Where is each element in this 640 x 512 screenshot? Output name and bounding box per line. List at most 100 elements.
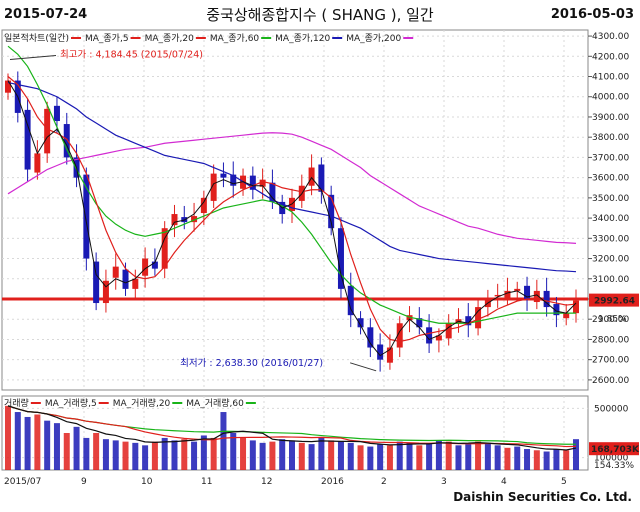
x-tick-label: 4 xyxy=(501,477,507,487)
volume-bar xyxy=(220,412,227,470)
ma-120-line xyxy=(7,45,576,324)
candle-body xyxy=(230,174,237,186)
last-volume-badge xyxy=(589,442,639,456)
volume-legend-label: MA_거래량,5 xyxy=(45,397,97,409)
candle-body xyxy=(563,313,570,319)
volume-bar xyxy=(279,439,286,470)
volume-bar xyxy=(318,437,325,470)
price-tick-label: 3100.00 xyxy=(592,275,629,285)
volume-bar xyxy=(465,444,472,470)
volume-bar xyxy=(93,433,100,470)
candle-body xyxy=(132,278,139,289)
candle-body xyxy=(151,261,158,269)
volume-bar xyxy=(249,440,256,470)
price-tick-label: 4200.00 xyxy=(592,52,629,62)
candle-body xyxy=(220,173,227,178)
volume-bar xyxy=(308,444,315,470)
low-annotation-label: 최저가 : 2,638.30 (2016/01/27) xyxy=(180,358,323,369)
candle-body xyxy=(416,318,423,328)
candle-body xyxy=(112,266,119,278)
volume-bar xyxy=(63,433,70,470)
candle-body xyxy=(573,300,579,314)
volume-bar xyxy=(445,441,452,470)
candle-body xyxy=(357,318,364,328)
price-tick-label: 3800.00 xyxy=(592,133,629,143)
volume-bar xyxy=(416,445,423,470)
volume-bar xyxy=(377,444,384,470)
candle-body xyxy=(318,164,325,192)
price-tick-label: 3300.00 xyxy=(592,234,629,244)
volume-bar xyxy=(553,449,560,470)
volume-bar xyxy=(396,441,403,470)
volume-bar xyxy=(171,440,178,470)
volume-bar xyxy=(191,441,198,470)
volume-bar xyxy=(5,405,11,470)
candle-body xyxy=(543,290,550,308)
volume-ma-20-line xyxy=(7,405,577,448)
volume-bar xyxy=(328,440,335,470)
volume-bar xyxy=(494,445,501,470)
candle-body xyxy=(171,214,178,226)
volume-bar xyxy=(426,444,433,470)
volume-bar xyxy=(406,442,413,470)
candle-body xyxy=(494,294,501,297)
candle-body xyxy=(44,108,51,154)
candle-body xyxy=(63,124,70,158)
price-tick-label: 3700.00 xyxy=(592,153,629,163)
price-legend-label: MA_종가,200 xyxy=(346,33,401,44)
price-legend-label: MA_종가,120 xyxy=(275,33,330,44)
price-legend-label: 일본적차트(일간) xyxy=(4,32,69,44)
volume-bar xyxy=(259,442,266,470)
volume-bar xyxy=(386,445,393,470)
candle-body xyxy=(259,179,266,187)
candle-body xyxy=(445,323,452,339)
candle-body xyxy=(5,80,11,93)
volume-legend-label: MA_거래량,60 xyxy=(186,397,244,409)
volume-bar xyxy=(102,439,109,470)
last-price-label: 2992.64 xyxy=(594,297,635,307)
price-tick-label: 3400.00 xyxy=(592,214,629,224)
x-tick-label: 5 xyxy=(561,477,567,487)
volume-bar xyxy=(455,445,462,470)
volume-bar xyxy=(347,442,354,470)
price-legend-label: MA_종가,60 xyxy=(210,33,260,44)
candle-body xyxy=(308,167,315,186)
volume-bar xyxy=(269,441,276,470)
volume-bar xyxy=(44,420,51,470)
x-tick-label: 2 xyxy=(381,477,387,487)
volume-bar xyxy=(151,441,158,470)
candle-body xyxy=(524,285,531,299)
volume-tick-label: 100000 xyxy=(594,454,629,464)
price-tick-label: 4000.00 xyxy=(592,93,629,103)
candle-body xyxy=(377,344,384,360)
volume-bar xyxy=(514,446,521,470)
candle-body xyxy=(142,258,149,276)
candle-body xyxy=(24,109,31,170)
chart-title: 중국상해종합지수 ( SHANG ), 일간 xyxy=(206,6,434,24)
volume-bar xyxy=(543,451,550,470)
price-tick-label: 2800.00 xyxy=(592,335,629,345)
ma-purple-line xyxy=(7,132,577,244)
candle-body xyxy=(504,290,511,298)
volume-bar xyxy=(357,445,364,470)
candle-body xyxy=(514,288,521,291)
volume-bar xyxy=(210,437,217,470)
price-tick-label: 3500.00 xyxy=(592,194,629,204)
volume-legend-label: MA_거래량,20 xyxy=(113,397,171,409)
candle-body xyxy=(210,173,217,201)
candle-body xyxy=(122,269,129,289)
volume-bar xyxy=(435,440,442,470)
candle-body xyxy=(83,174,90,259)
volume-change-label: 154.33% xyxy=(594,461,634,471)
volume-bar xyxy=(475,441,482,470)
candle-body xyxy=(269,182,276,202)
volume-bar xyxy=(533,450,540,470)
volume-bar xyxy=(34,414,41,470)
last-volume-label: 168,703K xyxy=(591,445,640,455)
volume-bar xyxy=(122,441,129,470)
volume-bar xyxy=(53,423,60,470)
volume-bar xyxy=(83,437,90,470)
candle-body xyxy=(200,197,207,214)
high-annotation-pointer xyxy=(9,55,57,61)
candle-body xyxy=(533,290,540,303)
